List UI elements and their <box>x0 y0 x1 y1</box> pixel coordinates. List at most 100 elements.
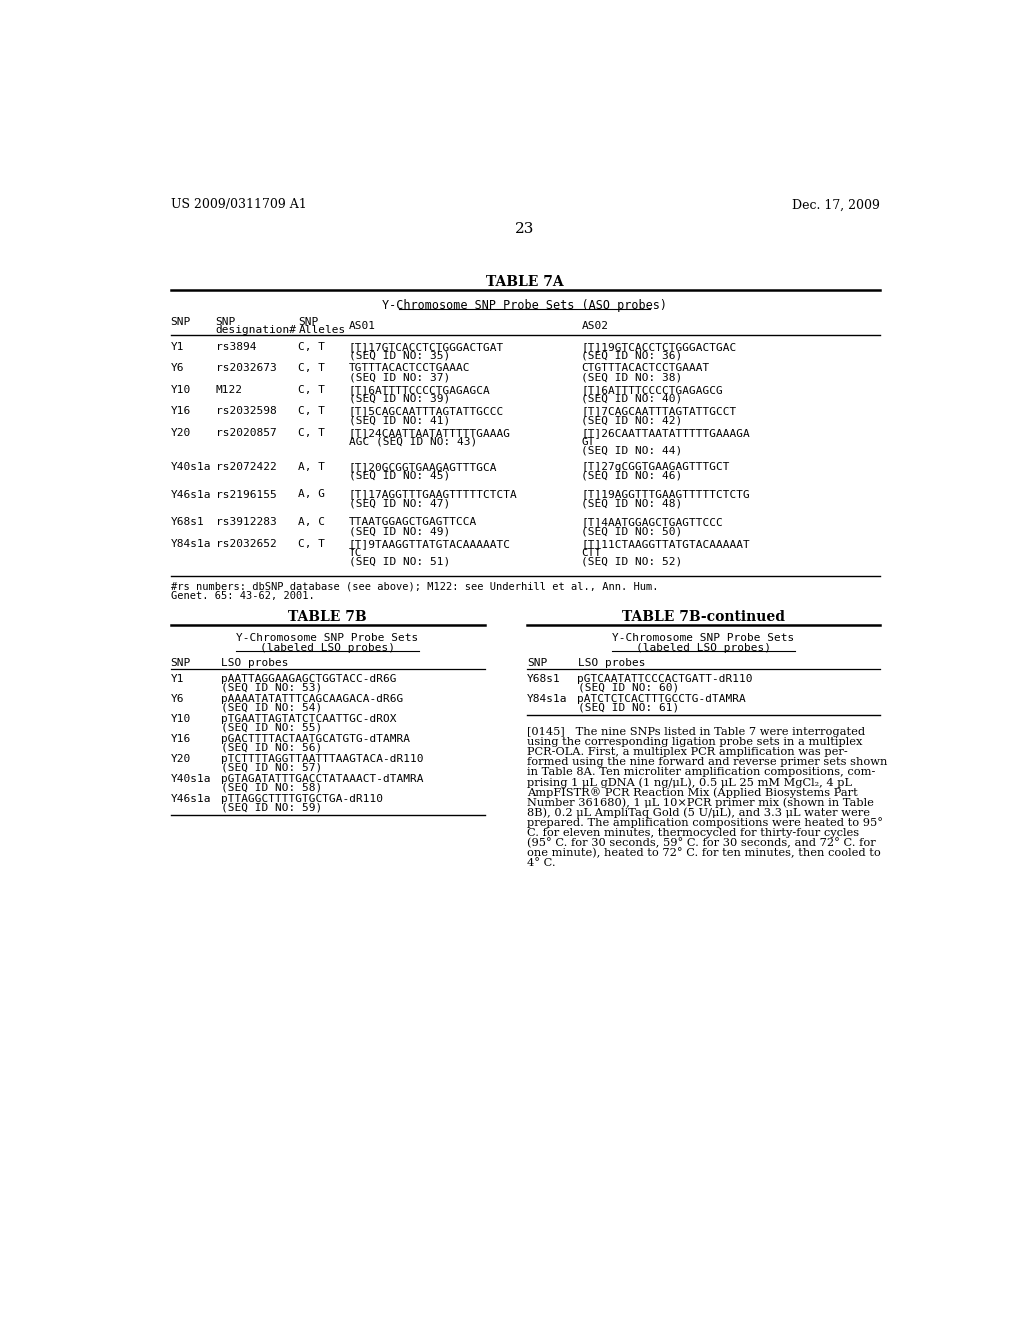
Text: (SEQ ID NO: 61): (SEQ ID NO: 61) <box>578 702 679 713</box>
Text: C, T: C, T <box>299 407 326 416</box>
Text: rs2072422: rs2072422 <box>216 462 276 471</box>
Text: Number 361680), 1 μL 10×PCR primer mix (shown in Table: Number 361680), 1 μL 10×PCR primer mix (… <box>527 797 874 808</box>
Text: (SEQ ID NO: 37): (SEQ ID NO: 37) <box>349 372 451 381</box>
Text: Y16: Y16 <box>171 734 190 743</box>
Text: Alleles: Alleles <box>299 325 346 335</box>
Text: [T]6ATTTTCCCCTGAGAGCA: [T]6ATTTTCCCCTGAGAGCA <box>349 385 490 395</box>
Text: (SEQ ID NO: 44): (SEQ ID NO: 44) <box>582 446 683 455</box>
Text: Y10: Y10 <box>171 714 190 723</box>
Text: TTAATGGAGCTGAGTTCCA: TTAATGGAGCTGAGTTCCA <box>349 517 477 527</box>
Text: Y20: Y20 <box>171 754 190 763</box>
Text: prising 1 μL gDNA (1 ng/μL), 0.5 μL 25 mM MgCl₂, 4 pL: prising 1 μL gDNA (1 ng/μL), 0.5 μL 25 m… <box>527 777 852 788</box>
Text: Y6: Y6 <box>171 363 184 374</box>
Text: formed using the nine forward and reverse primer sets shown: formed using the nine forward and revers… <box>527 758 888 767</box>
Text: (95° C. for 30 seconds, 59° C. for 30 seconds, and 72° C. for: (95° C. for 30 seconds, 59° C. for 30 se… <box>527 838 876 849</box>
Text: CTGTTTACACTCCTGAAAT: CTGTTTACACTCCTGAAAT <box>582 363 710 374</box>
Text: Y40s1a: Y40s1a <box>171 462 211 471</box>
Text: pAAAATATATTTCAGCAAGACA-dR6G: pAAAATATATTTCAGCAAGACA-dR6G <box>221 693 403 704</box>
Text: (SEQ ID NO: 38): (SEQ ID NO: 38) <box>582 372 683 381</box>
Text: [T]20GCGGTGAAGAGTTTGCA: [T]20GCGGTGAAGAGTTTGCA <box>349 462 498 471</box>
Text: C, T: C, T <box>299 342 326 351</box>
Text: [T]9TAAGGTTATGTACAAAAATC: [T]9TAAGGTTATGTACAAAAATC <box>349 539 511 549</box>
Text: (SEQ ID NO: 42): (SEQ ID NO: 42) <box>582 416 683 425</box>
Text: A, G: A, G <box>299 490 326 499</box>
Text: TC: TC <box>349 548 362 557</box>
Text: (SEQ ID NO: 59): (SEQ ID NO: 59) <box>221 803 323 813</box>
Text: TABLE 7B-continued: TABLE 7B-continued <box>622 610 784 624</box>
Text: SNP: SNP <box>171 659 190 668</box>
Text: [T]11CTAAGGTTATGTACAAAAAT: [T]11CTAAGGTTATGTACAAAAAT <box>582 539 751 549</box>
Text: (SEQ ID NO: 35): (SEQ ID NO: 35) <box>349 351 451 360</box>
Text: Y20: Y20 <box>171 428 190 438</box>
Text: pGTCAATATTCCCACTGATT-dR110: pGTCAATATTCCCACTGATT-dR110 <box>578 673 753 684</box>
Text: C, T: C, T <box>299 385 326 395</box>
Text: (SEQ ID NO: 55): (SEQ ID NO: 55) <box>221 722 323 733</box>
Text: AS02: AS02 <box>582 321 608 331</box>
Text: Y84s1a: Y84s1a <box>527 693 567 704</box>
Text: (SEQ ID NO: 50): (SEQ ID NO: 50) <box>582 527 683 536</box>
Text: Y46s1a: Y46s1a <box>171 490 211 499</box>
Text: (SEQ ID NO: 49): (SEQ ID NO: 49) <box>349 527 451 536</box>
Text: (SEQ ID NO: 58): (SEQ ID NO: 58) <box>221 783 323 792</box>
Text: M122: M122 <box>216 385 243 395</box>
Text: pAATTAGGAAGAGCTGGTACC-dR6G: pAATTAGGAAGAGCTGGTACC-dR6G <box>221 673 396 684</box>
Text: C. for eleven minutes, thermocycled for thirty-four cycles: C. for eleven minutes, thermocycled for … <box>527 828 859 837</box>
Text: US 2009/0311709 A1: US 2009/0311709 A1 <box>171 198 306 211</box>
Text: (SEQ ID NO: 48): (SEQ ID NO: 48) <box>582 499 683 508</box>
Text: TABLE 7A: TABLE 7A <box>486 276 563 289</box>
Text: rs3894: rs3894 <box>216 342 256 351</box>
Text: [T]27gCGGTGAAGAGTTTGCT: [T]27gCGGTGAAGAGTTTGCT <box>582 462 730 471</box>
Text: pTTAGGCTTTTGTGCTGA-dR110: pTTAGGCTTTTGTGCTGA-dR110 <box>221 793 383 804</box>
Text: SNP: SNP <box>527 659 548 668</box>
Text: LSO probes: LSO probes <box>578 659 645 668</box>
Text: rs2032673: rs2032673 <box>216 363 276 374</box>
Text: 4° C.: 4° C. <box>527 858 556 867</box>
Text: [T]5CAGCAATTTAGTATTGCCC: [T]5CAGCAATTTAGTATTGCCC <box>349 407 504 416</box>
Text: [T]19AGGTTTGAAGTTTTTCTCTG: [T]19AGGTTTGAAGTTTTTCTCTG <box>582 490 751 499</box>
Text: C, T: C, T <box>299 539 326 549</box>
Text: rs2020857: rs2020857 <box>216 428 276 438</box>
Text: [T]17GTCACCTCTGGGACTGAT: [T]17GTCACCTCTGGGACTGAT <box>349 342 504 351</box>
Text: Y-Chromosome SNP Probe Sets: Y-Chromosome SNP Probe Sets <box>237 634 418 643</box>
Text: 23: 23 <box>515 222 535 235</box>
Text: Y-Chromosome SNP Probe Sets: Y-Chromosome SNP Probe Sets <box>612 634 795 643</box>
Text: AGC (SEQ ID NO: 43): AGC (SEQ ID NO: 43) <box>349 437 477 446</box>
Text: C, T: C, T <box>299 428 326 438</box>
Text: (SEQ ID NO: 45): (SEQ ID NO: 45) <box>349 471 451 480</box>
Text: rs2032652: rs2032652 <box>216 539 276 549</box>
Text: in Table 8A. Ten microliter amplification compositions, com-: in Table 8A. Ten microliter amplificatio… <box>527 767 876 777</box>
Text: GT: GT <box>582 437 595 446</box>
Text: TGTTTACACTCCTGAAAC: TGTTTACACTCCTGAAAC <box>349 363 470 374</box>
Text: pGACTTTTACTAATGCATGTG-dTAMRA: pGACTTTTACTAATGCATGTG-dTAMRA <box>221 734 410 743</box>
Text: [T]7CAGCAATTTAGTATTGCCT: [T]7CAGCAATTTAGTATTGCCT <box>582 407 736 416</box>
Text: (labeled LSO probes): (labeled LSO probes) <box>636 643 770 652</box>
Text: (SEQ ID NO: 57): (SEQ ID NO: 57) <box>221 763 323 772</box>
Text: 8B), 0.2 μL AmpliTaq Gold (5 U/μL), and 3.3 μL water were: 8B), 0.2 μL AmpliTaq Gold (5 U/μL), and … <box>527 808 870 818</box>
Text: Y1: Y1 <box>171 342 184 351</box>
Text: Y68s1: Y68s1 <box>171 517 205 527</box>
Text: [T]19GTCACCTCTGGGACTGAC: [T]19GTCACCTCTGGGACTGAC <box>582 342 736 351</box>
Text: AmpFISTR® PCR Reaction Mix (Applied Biosystems Part: AmpFISTR® PCR Reaction Mix (Applied Bios… <box>527 788 858 799</box>
Text: Y68s1: Y68s1 <box>527 673 561 684</box>
Text: using the corresponding ligation probe sets in a multiplex: using the corresponding ligation probe s… <box>527 738 862 747</box>
Text: [0145]   The nine SNPs listed in Table 7 were interrogated: [0145] The nine SNPs listed in Table 7 w… <box>527 727 865 738</box>
Text: Y46s1a: Y46s1a <box>171 793 211 804</box>
Text: (SEQ ID NO: 40): (SEQ ID NO: 40) <box>582 393 683 404</box>
Text: [T]24CAATTAATATTTTTGAAAG: [T]24CAATTAATATTTTTGAAAG <box>349 428 511 438</box>
Text: (SEQ ID NO: 47): (SEQ ID NO: 47) <box>349 499 451 508</box>
Text: one minute), heated to 72° C. for ten minutes, then cooled to: one minute), heated to 72° C. for ten mi… <box>527 847 881 858</box>
Text: (SEQ ID NO: 56): (SEQ ID NO: 56) <box>221 742 323 752</box>
Text: designation#: designation# <box>216 325 297 335</box>
Text: Genet. 65: 43-62, 2001.: Genet. 65: 43-62, 2001. <box>171 591 314 601</box>
Text: (SEQ ID NO: 54): (SEQ ID NO: 54) <box>221 702 323 713</box>
Text: (SEQ ID NO: 39): (SEQ ID NO: 39) <box>349 393 451 404</box>
Text: [T]6ATTTTCCCCTGAGAGCG: [T]6ATTTTCCCCTGAGAGCG <box>582 385 723 395</box>
Text: LSO probes: LSO probes <box>221 659 289 668</box>
Text: SNP: SNP <box>171 317 190 327</box>
Text: pGTAGATATTTGACCTATAAACT-dTAMRA: pGTAGATATTTGACCTATAAACT-dTAMRA <box>221 774 424 784</box>
Text: Y40s1a: Y40s1a <box>171 774 211 784</box>
Text: (SEQ ID NO: 52): (SEQ ID NO: 52) <box>582 557 683 566</box>
Text: (SEQ ID NO: 36): (SEQ ID NO: 36) <box>582 351 683 360</box>
Text: SNP: SNP <box>216 317 236 327</box>
Text: CTT: CTT <box>582 548 602 557</box>
